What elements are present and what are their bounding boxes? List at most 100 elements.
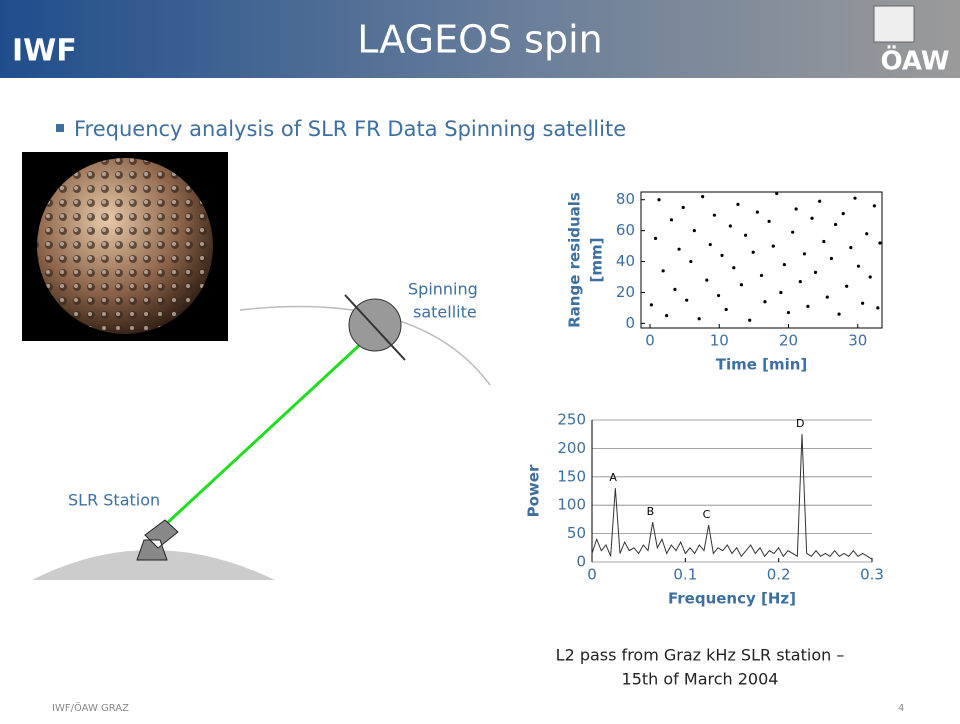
- bullet: Frequency analysis of SLR FR Data Spinni…: [74, 117, 626, 141]
- point: [810, 216, 814, 220]
- y-tick-label: 20: [616, 283, 635, 301]
- point: [759, 273, 764, 278]
- laser: [163, 338, 367, 527]
- x-tick-label: 20: [779, 332, 798, 350]
- x-tick-label: 0.1: [673, 566, 697, 584]
- x-tick-label: 10: [710, 332, 729, 350]
- point: [657, 198, 661, 202]
- x-axis-label: Time [min]: [716, 356, 808, 374]
- x-tick-label: 0: [587, 566, 597, 584]
- point: [876, 306, 880, 310]
- point: [689, 259, 693, 264]
- peak-label: A: [609, 471, 617, 484]
- point: [755, 210, 759, 214]
- point: [771, 244, 775, 248]
- y-tick-label: 50: [567, 524, 586, 542]
- y-tick-label: 0: [576, 553, 586, 571]
- spin-axis: [344, 294, 406, 361]
- x-tick-label: 30: [848, 332, 867, 350]
- point: [669, 218, 674, 222]
- point: [748, 318, 752, 322]
- point: [849, 246, 853, 250]
- point: [834, 222, 838, 227]
- point: [724, 307, 728, 312]
- point: [705, 278, 709, 282]
- title: LAGEOS spin: [357, 18, 603, 62]
- point: [841, 212, 845, 216]
- point: [673, 287, 677, 291]
- point: [856, 264, 861, 268]
- y-axis-label: Range residuals: [566, 192, 584, 328]
- point: [853, 196, 857, 200]
- peak-label: D: [796, 417, 804, 430]
- peak-label: C: [703, 508, 711, 521]
- y-tick-label: 250: [557, 411, 586, 429]
- point: [845, 284, 849, 288]
- x-tick-label: 0: [645, 332, 655, 350]
- point: [822, 239, 826, 244]
- diagram: Spinning satellite SLR Station: [22, 152, 491, 580]
- point: [716, 293, 721, 298]
- chart: 0 50 100 150 200 250 0 0.1 0.2 0.3 Frequency [Hz] P…: [525, 411, 884, 608]
- point: [751, 250, 755, 254]
- point: [813, 270, 818, 274]
- x-tick-label: 0.3: [860, 566, 884, 584]
- caption: 15th of March 2004: [622, 670, 779, 689]
- chart: 0 20 40 60 80 0 10 20 30 Time [min] Range residual…: [566, 190, 883, 374]
- point: [743, 233, 748, 237]
- y-axis-label: [mm]: [588, 238, 606, 283]
- y-tick-label: 0: [625, 314, 635, 332]
- y-tick-label: 80: [616, 190, 635, 208]
- ground: [32, 550, 275, 580]
- point: [692, 229, 696, 233]
- point: [865, 232, 869, 236]
- spectrum-line: [591, 434, 873, 560]
- y-axis-label: Power: [525, 464, 543, 517]
- point: [681, 205, 685, 210]
- point: [802, 252, 807, 256]
- point: [653, 236, 658, 240]
- header-bar: [0, 0, 960, 78]
- y-tick-label: 60: [616, 221, 635, 239]
- point: [775, 191, 779, 196]
- point: [712, 213, 717, 217]
- footer: IWF/ÖAW GRAZ: [52, 701, 129, 714]
- point: [829, 256, 834, 261]
- y-tick-label: 150: [557, 467, 586, 485]
- point: [739, 283, 744, 287]
- logo-building: [873, 5, 915, 43]
- point: [794, 207, 798, 211]
- peak-label: B: [647, 505, 655, 518]
- point: [649, 303, 653, 307]
- plot-frame: [640, 191, 883, 329]
- point: [697, 317, 701, 321]
- point: [868, 275, 872, 279]
- x-tick-label: 0.2: [767, 566, 791, 584]
- point: [767, 219, 771, 223]
- bullet-marker: [56, 124, 64, 132]
- point: [661, 269, 665, 273]
- satellite-label: satellite: [413, 303, 477, 322]
- page-number: 4: [898, 703, 904, 714]
- point: [791, 230, 795, 234]
- point: [708, 242, 712, 247]
- point: [677, 247, 681, 251]
- point: [782, 263, 786, 267]
- point: [728, 224, 732, 228]
- point: [732, 266, 736, 270]
- caption: L2 pass from Graz kHz SLR station –: [556, 646, 845, 665]
- point: [701, 195, 705, 199]
- point: [837, 312, 841, 316]
- y-tick-label: 40: [616, 252, 635, 270]
- retroreflectors: [37, 158, 213, 334]
- point: [685, 298, 689, 302]
- point: [665, 314, 669, 318]
- point: [806, 304, 810, 308]
- y-tick-label: 100: [557, 496, 586, 514]
- point: [861, 301, 865, 305]
- point: [818, 199, 822, 203]
- left-logo: IWF: [12, 34, 77, 69]
- station: [136, 519, 179, 561]
- right-logo: ÖAW: [880, 44, 949, 77]
- station-label: SLR Station: [68, 491, 160, 510]
